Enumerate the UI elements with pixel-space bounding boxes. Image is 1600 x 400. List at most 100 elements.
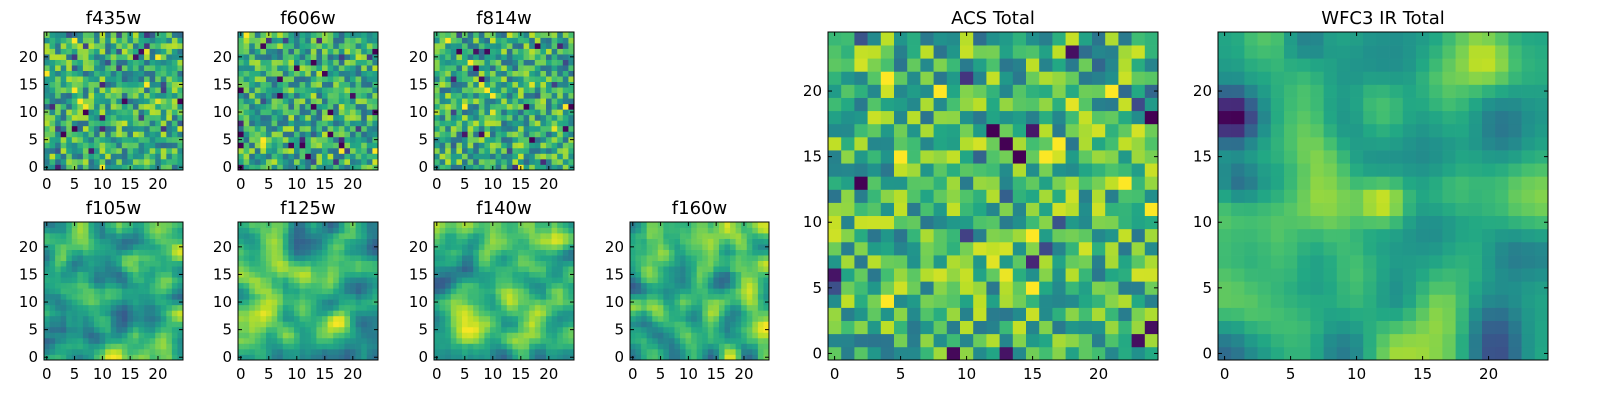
- heatmap-cell: [294, 249, 300, 256]
- heatmap-cell: [501, 136, 508, 143]
- heatmap-cell: [473, 244, 480, 250]
- heatmap-cell: [243, 326, 250, 333]
- heatmap-cell: [506, 103, 513, 110]
- heatmap-cell: [467, 321, 474, 328]
- heatmap-cell: [305, 136, 312, 143]
- heatmap-cell: [674, 233, 681, 239]
- heatmap-cell: [316, 310, 323, 317]
- heatmap-cell: [350, 114, 356, 121]
- heatmap-cell: [344, 227, 351, 234]
- heatmap-cell: [730, 233, 736, 239]
- heatmap-cell: [501, 120, 508, 127]
- heatmap-cell: [132, 125, 139, 132]
- heatmap-cell: [294, 343, 300, 350]
- heatmap-cell: [702, 288, 709, 295]
- heatmap-cell: [372, 114, 379, 121]
- heatmap-cell: [155, 81, 162, 88]
- heatmap-cell: [907, 255, 921, 269]
- heatmap-cell: [467, 87, 474, 94]
- heatmap-cell: [266, 48, 272, 55]
- heatmap-cell: [144, 282, 150, 289]
- heatmap-cell: [506, 120, 513, 127]
- heatmap-cell: [674, 277, 681, 284]
- heatmap-cell: [333, 310, 340, 317]
- heatmap-cell: [94, 76, 100, 83]
- heatmap-cell: [707, 271, 714, 278]
- heatmap-cell: [540, 293, 547, 300]
- heatmap-cell: [450, 321, 457, 328]
- y-tick-label: 5: [418, 131, 428, 149]
- heatmap-cell: [867, 163, 882, 177]
- heatmap-cell: [540, 277, 547, 284]
- heatmap-cell: [77, 103, 84, 110]
- heatmap-cell: [310, 332, 317, 339]
- heatmap-cell: [674, 332, 681, 339]
- heatmap-cell: [238, 125, 244, 132]
- heatmap-cell: [171, 120, 178, 127]
- heatmap-cell: [746, 310, 753, 317]
- heatmap-cell: [310, 147, 317, 154]
- heatmap-cell: [322, 315, 328, 322]
- heatmap-cell: [305, 299, 312, 306]
- heatmap-cell: [986, 241, 1000, 256]
- heatmap-cell: [490, 315, 496, 322]
- heatmap-cell: [105, 147, 112, 154]
- heatmap-cell: [277, 98, 284, 105]
- heatmap-cell: [540, 299, 547, 306]
- heatmap-cell: [674, 255, 681, 261]
- heatmap-cell: [495, 315, 502, 322]
- heatmap-cell: [82, 315, 89, 322]
- heatmap-cell: [752, 260, 759, 267]
- heatmap-cell: [490, 70, 496, 77]
- heatmap-cell: [467, 131, 474, 138]
- heatmap-cell: [361, 260, 368, 267]
- heatmap-cell: [372, 32, 379, 38]
- heatmap-cell: [110, 326, 117, 333]
- heatmap-cell: [546, 282, 552, 289]
- heatmap-cell: [361, 153, 368, 160]
- heatmap-cell: [366, 65, 373, 71]
- heatmap-cell: [299, 337, 306, 344]
- heatmap-cell: [512, 131, 519, 138]
- heatmap-cell: [568, 120, 575, 127]
- heatmap-cell: [355, 299, 362, 306]
- heatmap-cell: [333, 332, 340, 339]
- heatmap-cell: [473, 98, 480, 105]
- heatmap-cell: [138, 277, 145, 284]
- heatmap-cell: [630, 343, 636, 350]
- heatmap-cell: [105, 299, 112, 306]
- heatmap-cell: [1065, 294, 1080, 308]
- heatmap-cell: [439, 147, 446, 154]
- heatmap-cell: [288, 348, 295, 355]
- heatmap-cell: [523, 120, 530, 127]
- heatmap-cell: [757, 348, 764, 355]
- heatmap-cell: [663, 277, 670, 284]
- heatmap-cell: [166, 59, 173, 66]
- heatmap-cell: [501, 54, 508, 60]
- heatmap-cell: [746, 260, 753, 267]
- heatmap-cell: [490, 321, 496, 328]
- heatmap-cell: [490, 92, 496, 99]
- heatmap-cell: [1118, 215, 1132, 230]
- heatmap-cell: [55, 293, 62, 300]
- heatmap-cell: [344, 266, 351, 273]
- heatmap-cell: [557, 131, 564, 138]
- heatmap-cell: [243, 32, 250, 38]
- heatmap-cell: [718, 244, 725, 250]
- heatmap-cell: [82, 277, 89, 284]
- heatmap-cell: [149, 125, 156, 132]
- heatmap-cell: [132, 147, 139, 154]
- heatmap-cell: [44, 288, 50, 295]
- heatmap-cell: [60, 158, 67, 165]
- heatmap-cell: [529, 54, 536, 60]
- heatmap-cell: [110, 87, 117, 94]
- heatmap-cell: [562, 266, 569, 273]
- heatmap-cell: [841, 189, 855, 203]
- heatmap-cell: [338, 70, 345, 77]
- heatmap-cell: [757, 260, 764, 267]
- heatmap-cell: [254, 142, 261, 149]
- heatmap-cell: [445, 315, 452, 322]
- heatmap-cell: [99, 321, 106, 328]
- heatmap-cell: [243, 354, 250, 361]
- heatmap-cell: [828, 307, 842, 321]
